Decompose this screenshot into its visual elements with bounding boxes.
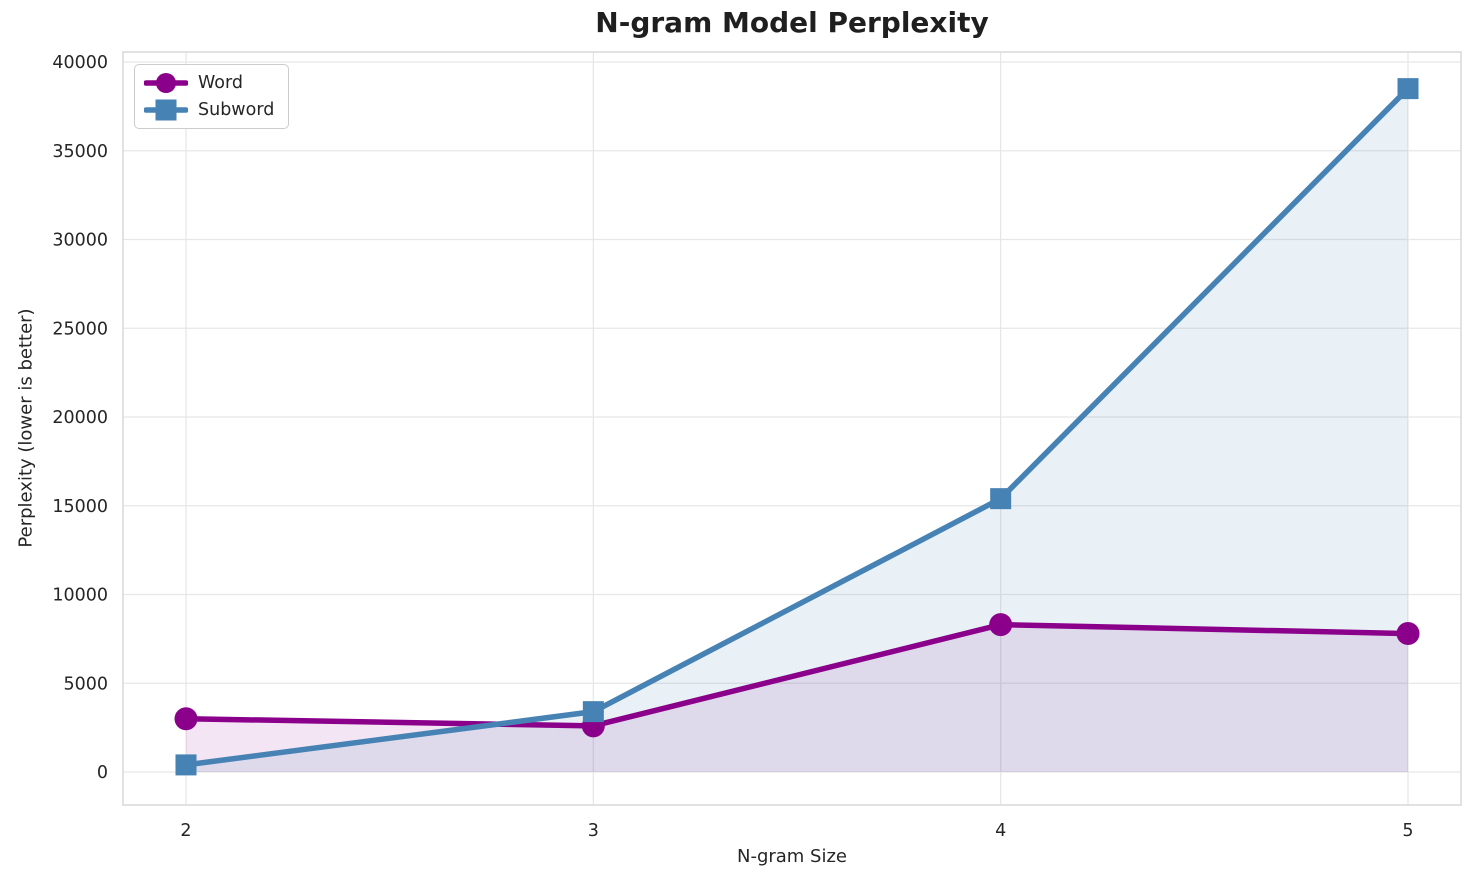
- svg-text:20000: 20000: [52, 408, 108, 428]
- legend-item-word: Word: [144, 71, 274, 95]
- svg-text:15000: 15000: [52, 497, 108, 517]
- svg-text:35000: 35000: [52, 142, 108, 162]
- svg-text:0: 0: [97, 763, 108, 783]
- svg-text:5: 5: [1402, 821, 1413, 841]
- legend-item-subword: Subword: [144, 98, 274, 122]
- svg-text:25000: 25000: [52, 319, 108, 339]
- square-marker-icon: [144, 99, 188, 121]
- svg-text:30000: 30000: [52, 231, 108, 251]
- legend-label-subword: Subword: [198, 100, 275, 120]
- svg-text:5000: 5000: [63, 674, 108, 694]
- circle-marker-icon: [144, 73, 188, 93]
- legend: Word Subword: [134, 64, 290, 129]
- svg-text:3: 3: [588, 821, 599, 841]
- svg-text:2: 2: [180, 821, 191, 841]
- x-axis-label: N-gram Size: [736, 846, 848, 867]
- svg-text:4: 4: [995, 821, 1006, 841]
- svg-text:40000: 40000: [52, 53, 108, 73]
- legend-label-word: Word: [198, 73, 243, 93]
- chart-title: N-gram Model Perplexity: [595, 6, 989, 39]
- svg-text:10000: 10000: [52, 586, 108, 606]
